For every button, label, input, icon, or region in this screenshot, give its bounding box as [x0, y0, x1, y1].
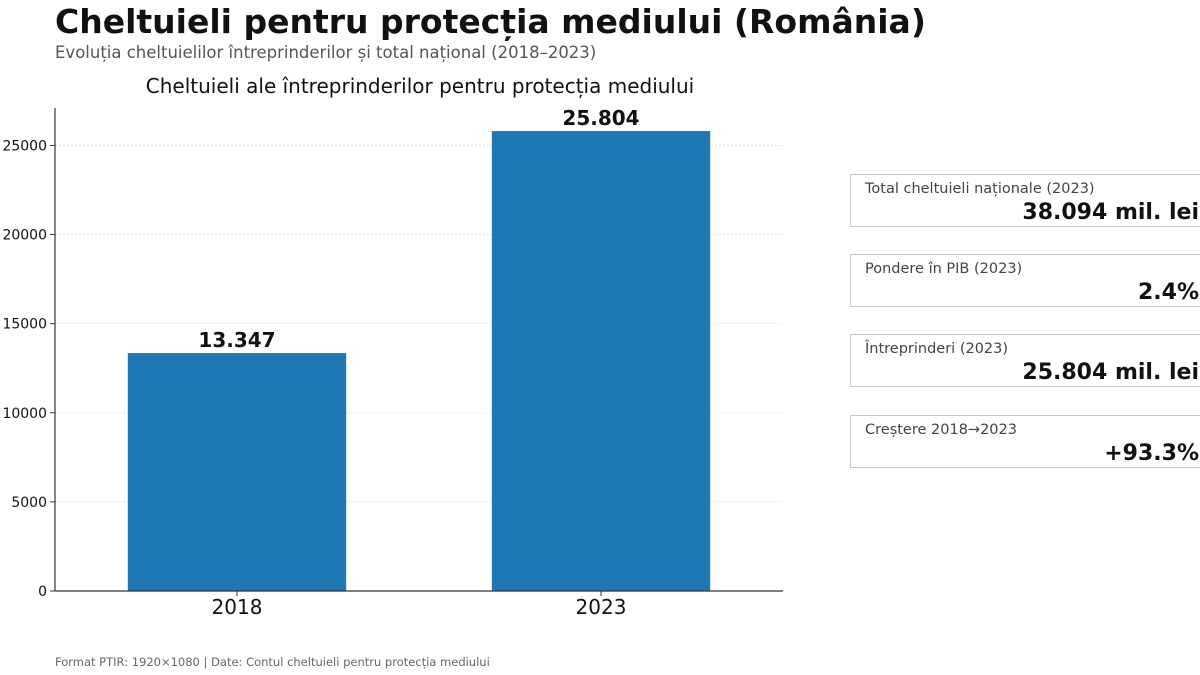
kpi-label: Total cheltuieli naționale (2023): [865, 181, 1095, 197]
x-tick-label: 2023: [576, 595, 627, 619]
kpi-label: Pondere în PIB (2023): [865, 261, 1023, 277]
kpi-label: Creștere 2018→2023: [865, 422, 1017, 438]
page-title: Cheltuieli pentru protecția mediului (Ro…: [55, 2, 926, 41]
kpi-value: 2.4%: [1137, 280, 1199, 305]
y-tick-label: 0: [38, 584, 47, 600]
bar-chart: Cheltuieli ale întreprinderilor pentru p…: [2, 74, 783, 619]
page-subtitle: Evoluția cheltuielilor întreprinderilor …: [55, 43, 597, 62]
kpi-card-enterprises: Întreprinderi (2023) 25.804 mil. lei: [850, 334, 1200, 387]
y-tick-label: 15000: [2, 317, 47, 333]
kpi-label: Întreprinderi (2023): [865, 341, 1009, 357]
bar-value-label: 13.347: [198, 328, 275, 352]
bar-2023: [491, 131, 711, 591]
y-tick-label: 5000: [11, 495, 47, 511]
kpi-card-gdp-share: Pondere în PIB (2023) 2.4%: [850, 254, 1200, 307]
y-tick-label: 10000: [2, 406, 47, 422]
y-tick-label: 25000: [2, 138, 47, 154]
x-tick-label: 2018: [212, 595, 263, 619]
kpi-value: 38.094 mil. lei: [1022, 200, 1199, 225]
kpi-card-total-national: Total cheltuieli naționale (2023) 38.094…: [850, 174, 1200, 227]
kpi-card-growth: Creștere 2018→2023 +93.3%: [850, 415, 1200, 468]
bar-2018: [127, 353, 347, 591]
kpi-value: +93.3%: [1104, 441, 1199, 466]
chart-title: Cheltuieli ale întreprinderilor pentru p…: [146, 74, 694, 98]
kpi-value: 25.804 mil. lei: [1022, 360, 1199, 385]
footer-note: Format PTIR: 1920×1080 | Date: Contul ch…: [55, 655, 490, 669]
y-tick-label: 20000: [2, 228, 47, 244]
bar-value-label: 25.804: [562, 106, 639, 130]
